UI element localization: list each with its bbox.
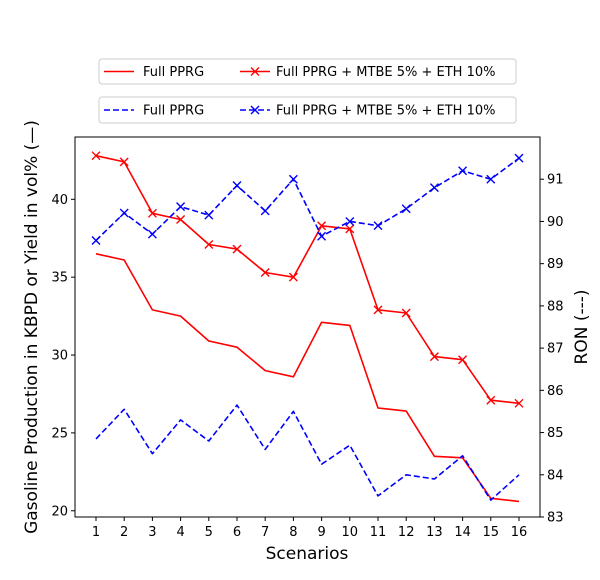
x-tick-label: 9 bbox=[317, 525, 325, 540]
series-4-point bbox=[373, 221, 383, 231]
series-2-point bbox=[119, 157, 129, 167]
series-2-point bbox=[317, 221, 327, 231]
y-left-tick-label: 40 bbox=[51, 193, 68, 208]
series-layer bbox=[91, 151, 524, 503]
x-tick-label: 14 bbox=[454, 525, 471, 540]
x-tick-label: 6 bbox=[233, 525, 241, 540]
y-axis-right-label: RON (---) bbox=[572, 290, 592, 365]
axes-frame bbox=[74, 136, 541, 518]
y-left-tick-label: 25 bbox=[51, 426, 68, 441]
y-axis-left: 20 25 30 35 40 bbox=[51, 193, 75, 519]
series-2-point bbox=[232, 244, 242, 254]
x-tick-label: 12 bbox=[398, 525, 415, 540]
y-left-tick-label: 30 bbox=[51, 349, 68, 364]
series-2-point bbox=[204, 239, 214, 249]
legend-bottom-frame bbox=[98, 96, 517, 124]
x-tick-label: 15 bbox=[483, 525, 500, 540]
series-4-point bbox=[147, 229, 157, 239]
plot-area bbox=[74, 136, 541, 518]
series-2-point bbox=[514, 398, 524, 408]
series-2-point bbox=[260, 267, 270, 277]
y-left-tick-label: 20 bbox=[51, 504, 68, 519]
x-tick-label: 8 bbox=[289, 525, 297, 540]
legend-top-label-2: Full PPRG + MTBE 5% + ETH 10% bbox=[276, 65, 495, 80]
x-tick-label: 16 bbox=[511, 525, 528, 540]
y-axis-left-label: Gasoline Production in KBPD or Yield in … bbox=[22, 120, 42, 534]
legend-top-swatch-2-marker bbox=[250, 67, 260, 76]
y-right-tick-label: 90 bbox=[547, 215, 564, 230]
x-tick-label: 3 bbox=[148, 525, 156, 540]
legend-top-label-1: Full PPRG bbox=[143, 65, 204, 80]
series-4-point bbox=[514, 153, 524, 163]
series-4-point bbox=[429, 183, 439, 193]
series-4-point bbox=[401, 204, 411, 214]
legend-top-frame bbox=[98, 58, 517, 85]
legend-bottom-label-2: Full PPRG + MTBE 5% + ETH 10% bbox=[276, 104, 495, 119]
series-4-point bbox=[119, 208, 129, 218]
y-right-tick-label: 89 bbox=[547, 257, 564, 272]
series-4-point bbox=[288, 174, 298, 184]
x-tick-label: 5 bbox=[205, 525, 213, 540]
legend-bottom-label-1: Full PPRG bbox=[143, 104, 204, 119]
series-4-point bbox=[176, 202, 186, 212]
y-right-tick-label: 86 bbox=[547, 384, 564, 399]
series-2-point bbox=[401, 308, 411, 318]
x-tick-label: 2 bbox=[120, 525, 128, 540]
series-4-point bbox=[486, 174, 496, 184]
x-tick-label: 13 bbox=[426, 525, 443, 540]
series-4-point bbox=[204, 210, 214, 220]
series-line-3 bbox=[95, 404, 520, 501]
series-line-4 bbox=[95, 157, 520, 241]
y-right-tick-label: 87 bbox=[547, 342, 564, 357]
series-4-point bbox=[345, 216, 355, 226]
x-tick-label: 7 bbox=[261, 525, 269, 540]
x-axis-label: Scenarios bbox=[266, 544, 349, 564]
series-2-point bbox=[345, 224, 355, 234]
y-left-tick-label: 35 bbox=[51, 271, 68, 286]
y-axis-right: 83 84 85 86 87 88 89 90 91 bbox=[540, 173, 564, 526]
series-2-point bbox=[288, 272, 298, 282]
x-axis: 1 2 3 4 5 6 7 8 9 10 11 12 13 14 15 16 bbox=[92, 517, 527, 540]
x-tick-label: 1 bbox=[92, 525, 100, 540]
y-right-tick-label: 85 bbox=[547, 426, 564, 441]
legend-bottom-swatch-2-marker bbox=[250, 105, 260, 115]
series-4-point bbox=[91, 235, 101, 245]
series-line-2 bbox=[95, 154, 520, 405]
legend-top: Full PPRG Full PPRG + MTBE 5% + ETH 10% bbox=[98, 58, 517, 85]
legend-bottom: Full PPRG Full PPRG + MTBE 5% + ETH 10% bbox=[98, 96, 517, 124]
series-2-point bbox=[176, 215, 186, 225]
y-right-tick-label: 83 bbox=[547, 511, 564, 526]
series-2-point bbox=[429, 352, 439, 362]
x-tick-label: 11 bbox=[370, 525, 387, 540]
y-right-tick-label: 84 bbox=[547, 468, 564, 483]
y-right-tick-label: 88 bbox=[547, 299, 564, 314]
x-tick-label: 4 bbox=[176, 525, 184, 540]
series-2-point bbox=[458, 355, 468, 365]
y-right-tick-label: 91 bbox=[547, 173, 564, 188]
series-4-point bbox=[232, 181, 242, 191]
series-4-point bbox=[317, 231, 327, 241]
x-tick-label: 10 bbox=[342, 525, 359, 540]
series-2-point bbox=[91, 151, 101, 161]
series-2-point bbox=[373, 305, 383, 315]
series-4-point bbox=[458, 166, 468, 176]
series-line-1 bbox=[95, 253, 520, 503]
series-4-point bbox=[260, 206, 270, 216]
series-2-point bbox=[486, 395, 496, 405]
series-2-point bbox=[147, 208, 157, 218]
